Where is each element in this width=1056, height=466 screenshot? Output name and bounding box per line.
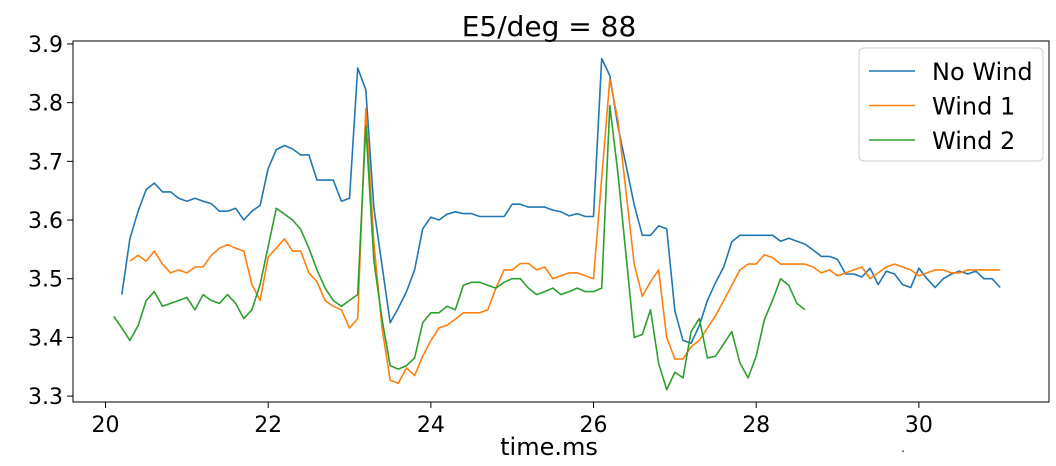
- x-axis: 20 22 24 26 28 30: [92, 402, 933, 438]
- y-tick-label: 3.6: [28, 209, 63, 234]
- legend-box: [858, 47, 1044, 162]
- legend-label: Wind 2: [932, 127, 1015, 155]
- y-tick-label: 3.4: [28, 326, 63, 351]
- series-layer: [113, 57, 1001, 391]
- x-tick-label: 24: [417, 413, 445, 438]
- series-line-1: [129, 78, 1001, 384]
- x-tick-label: 28: [742, 413, 770, 438]
- y-tick-label: 3.8: [28, 92, 63, 117]
- y-tick-label: 3.7: [28, 150, 63, 175]
- x-axis-label: time.ms: [500, 433, 598, 461]
- y-tick-label: 3.5: [28, 268, 63, 293]
- x-tick-label: 30: [905, 413, 933, 438]
- legend: No Wind Wind 1 Wind 2: [858, 47, 1044, 162]
- legend-label: Wind 1: [932, 93, 1015, 121]
- x-tick-label: 20: [92, 413, 120, 438]
- chart-title: E5/deg = 88: [462, 10, 637, 43]
- legend-label: No Wind: [932, 58, 1033, 86]
- y-tick-label: 3.9: [28, 33, 63, 58]
- series-line-0: [121, 57, 1001, 345]
- x-tick-label: 22: [254, 413, 282, 438]
- y-tick-label: 3.3: [28, 385, 63, 410]
- legend-entries: No Wind Wind 1 Wind 2: [869, 58, 1033, 155]
- series-line-2: [113, 104, 806, 391]
- x-tick-label: 26: [580, 413, 608, 438]
- y-axis: 3.3 3.4 3.5 3.6 3.7 3.8 3.9: [28, 33, 73, 410]
- plot-frame: [72, 40, 1050, 403]
- footnote-mark: .: [901, 441, 905, 455]
